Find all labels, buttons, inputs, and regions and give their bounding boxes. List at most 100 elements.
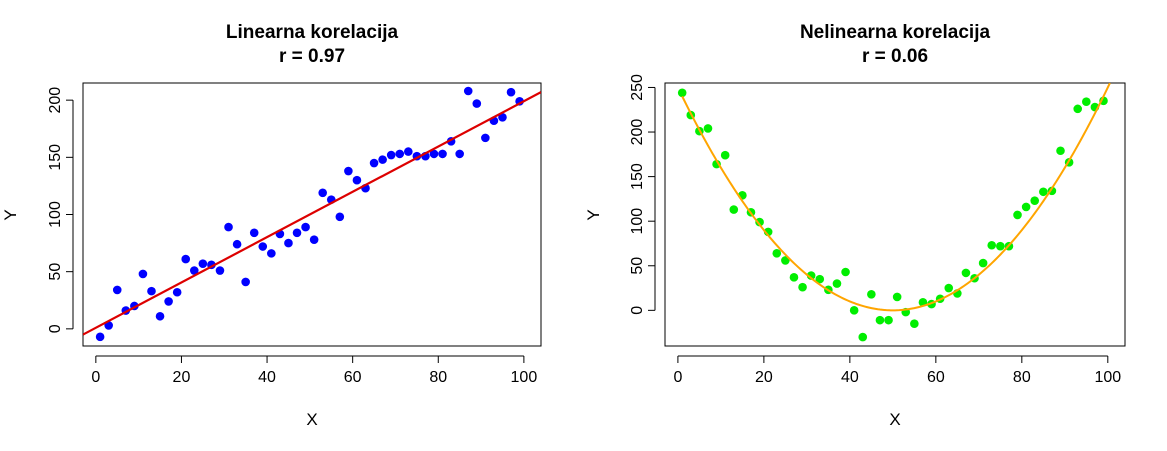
regression-line: [83, 91, 541, 336]
data-point: [892, 292, 902, 302]
data-point: [978, 258, 988, 268]
x-tick-label: 100: [1094, 369, 1121, 386]
marks-layer: [83, 86, 541, 342]
data-point: [309, 235, 319, 244]
data-point: [789, 273, 799, 282]
data-point: [712, 159, 721, 169]
fitted-curve: [681, 83, 1111, 312]
data-point: [755, 217, 764, 227]
y-tick-label: 250: [629, 74, 646, 101]
x-tick-label: 60: [344, 369, 362, 386]
x-tick-label: 80: [429, 369, 447, 386]
data-point: [841, 267, 850, 277]
data-point: [463, 86, 473, 96]
data-point: [198, 259, 208, 268]
y-tick-label: 0: [629, 306, 646, 315]
data-point: [1082, 97, 1091, 107]
data-point: [369, 158, 379, 168]
chart-subtitle: r = 0.06: [862, 46, 928, 67]
y-tick-label: 50: [47, 263, 64, 281]
marks-layer: [677, 83, 1111, 342]
x-tick-label: 0: [91, 369, 100, 386]
y-tick-label: 150: [629, 163, 646, 190]
data-point: [798, 282, 807, 292]
y-tick-label: 50: [629, 257, 646, 275]
data-point: [404, 147, 413, 156]
data-point: [284, 238, 293, 248]
data-point: [215, 266, 225, 275]
data-point: [677, 88, 687, 98]
data-point: [241, 277, 250, 287]
data-point: [729, 205, 739, 214]
x-axis: 0 20 40 60 80 100: [91, 355, 538, 386]
x-axis-label: X: [889, 410, 900, 429]
y-tick-label: 100: [629, 208, 646, 235]
y-tick-label: 200: [47, 87, 64, 114]
data-point: [258, 242, 268, 251]
plot-frame: [664, 82, 1126, 347]
data-point: [1073, 104, 1083, 114]
data-point: [147, 286, 156, 296]
data-point: [481, 133, 490, 143]
data-point: [232, 239, 242, 249]
data-point: [781, 256, 790, 265]
y-tick-label: 200: [629, 119, 646, 146]
data-point: [378, 155, 387, 164]
data-point: [164, 297, 173, 306]
x-tick-label: 40: [841, 369, 859, 386]
data-point: [95, 332, 105, 342]
data-point: [438, 149, 447, 159]
data-point: [112, 285, 122, 295]
data-point: [301, 222, 310, 232]
data-point: [181, 254, 191, 264]
data-point: [944, 283, 954, 293]
y-axis-label: Y: [584, 209, 603, 220]
data-point: [395, 149, 405, 159]
data-point: [267, 249, 276, 258]
data-point: [806, 271, 816, 280]
data-point: [1030, 196, 1040, 205]
chart-title: Nelinearna korelacija: [800, 22, 991, 43]
nonlinear-correlation-panel: Nelinearna korelacija r = 0.06 0 20 40 60 80…: [584, 22, 1126, 429]
data-point: [292, 228, 302, 238]
y-tick-label: 150: [47, 144, 64, 171]
data-point: [858, 332, 868, 342]
y-tick-label: 100: [47, 201, 64, 228]
data-point: [987, 240, 997, 250]
data-point: [1039, 187, 1048, 197]
y-axis: 0 50 100 150 200: [47, 87, 74, 333]
data-point: [224, 222, 233, 232]
data-point: [506, 87, 516, 97]
x-tick-label: 100: [511, 369, 538, 386]
data-point: [386, 150, 396, 160]
data-point: [815, 274, 825, 284]
y-axis-label: Y: [1, 209, 20, 220]
linear-correlation-panel: Linearna korelacija r = 0.97 0 20 40 60 80 10…: [1, 22, 542, 429]
chart-title: Linearna korelacija: [226, 22, 399, 43]
data-point: [849, 306, 859, 315]
data-point: [172, 287, 182, 297]
data-point: [1021, 202, 1031, 212]
data-point: [1013, 210, 1022, 220]
data-point: [472, 99, 482, 108]
data-point: [318, 188, 328, 198]
data-point: [703, 124, 713, 133]
data-point: [498, 113, 507, 122]
data-point: [961, 268, 971, 278]
x-tick-label: 20: [755, 369, 773, 386]
data-point: [884, 315, 893, 325]
data-point: [720, 150, 730, 160]
y-tick-label: 0: [47, 324, 64, 333]
data-point: [138, 269, 148, 279]
data-point: [249, 228, 259, 238]
data-point: [875, 315, 885, 325]
data-point: [832, 279, 842, 288]
data-point: [429, 149, 439, 159]
data-point: [352, 175, 362, 185]
data-point: [455, 149, 464, 159]
data-point: [1056, 146, 1065, 156]
data-point: [189, 266, 199, 275]
x-tick-label: 40: [258, 369, 276, 386]
data-point: [335, 212, 345, 222]
